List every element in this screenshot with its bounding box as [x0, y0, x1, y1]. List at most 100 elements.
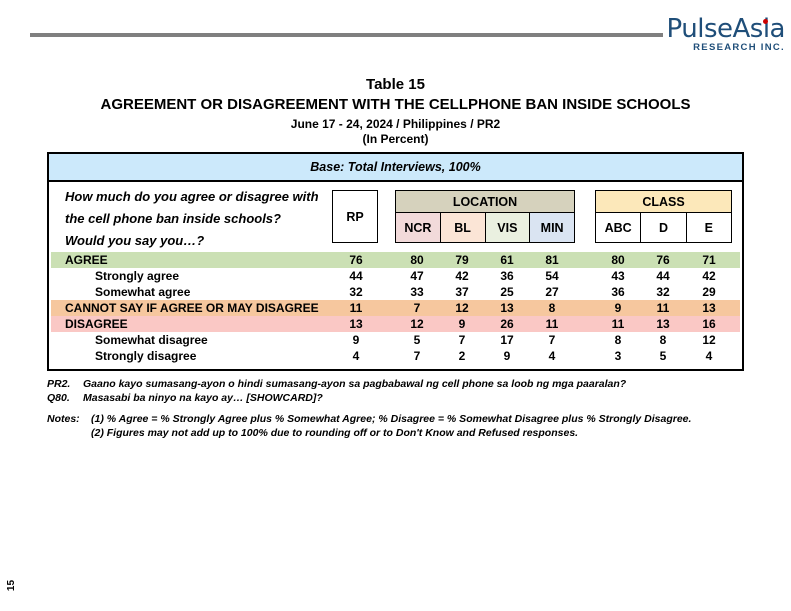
row-label: Somewhat agree: [95, 285, 191, 299]
question-line-3: Would you say you…?: [65, 233, 205, 248]
value-cell-rp: 9: [352, 333, 360, 347]
value-cell-rp: 76: [349, 253, 363, 267]
notes-label: Notes:: [47, 413, 80, 425]
value-cell-ncr: 7: [413, 349, 421, 363]
value-cell-rp: 11: [349, 301, 363, 315]
row-label: DISAGREE: [65, 317, 128, 331]
footnote-pr2-label: PR2.: [47, 378, 71, 390]
table-row-disagree: DISAGREE 13 12 9 26 11 11 13 16: [51, 316, 740, 332]
class-columns: ABC D E: [596, 213, 731, 242]
page-number: 15: [6, 579, 18, 592]
logo-wordmark: PulseAsia: [666, 14, 786, 44]
value-cell-d: 5: [659, 349, 667, 363]
location-group: LOCATION NCR BL VIS MIN: [395, 190, 575, 243]
footnote-q80-label: Q80.: [47, 391, 70, 404]
table-row-strongly-disagree: Strongly disagree 4 7 2 9 4 3 5 4: [51, 348, 740, 364]
class-group: CLASS ABC D E: [595, 190, 732, 243]
table-number: Table 15: [366, 76, 425, 93]
value-cell-vis: 17: [500, 333, 514, 347]
column-header-min: MIN: [530, 213, 574, 242]
question-line-2: the cell phone ban inside schools?: [65, 211, 281, 226]
value-cell-min: 7: [548, 333, 556, 347]
date-line: June 17 - 24, 2024 / Philippines / PR2: [290, 117, 501, 131]
value-cell-min: 11: [545, 317, 559, 331]
value-cell-min: 8: [548, 301, 556, 315]
row-label: Strongly agree: [95, 269, 180, 283]
value-cell-ncr: 47: [410, 269, 424, 283]
value-cell-abc: 8: [614, 333, 622, 347]
table-row-agree: AGREE 76 80 79 61 81 80 76 71: [51, 252, 740, 268]
value-cell-d: 11: [656, 301, 670, 315]
value-cell-ncr: 80: [410, 253, 424, 267]
value-cell-vis: 25: [500, 285, 514, 299]
base-banner: Base: Total Interviews, 100%: [49, 154, 742, 182]
value-cell-rp: 4: [352, 349, 360, 363]
row-label: AGREE: [65, 253, 108, 267]
value-cell-e: 12: [702, 333, 716, 347]
title-block: Table 15 AGREEMENT OR DISAGREEMENT WITH …: [0, 76, 791, 146]
value-cell-min: 54: [545, 269, 559, 283]
value-cell-d: 32: [656, 285, 670, 299]
value-cell-bl: 12: [455, 301, 469, 315]
value-cell-bl: 2: [458, 349, 466, 363]
note-2: (2) Figures may not add up to 100% due t…: [47, 427, 757, 441]
value-cell-bl: 7: [458, 333, 466, 347]
value-cell-bl: 9: [458, 317, 466, 331]
value-cell-ncr: 5: [413, 333, 421, 347]
page-title: AGREEMENT OR DISAGREEMENT WITH THE CELLP…: [100, 96, 691, 113]
column-header-bl: BL: [440, 213, 486, 242]
value-cell-e: 29: [702, 285, 716, 299]
unit-line: (In Percent): [362, 132, 429, 146]
table-row-somewhat-disagree: Somewhat disagree 9 5 7 17 7 8 8 12: [51, 332, 740, 348]
value-cell-d: 8: [659, 333, 667, 347]
header-divider: [30, 33, 663, 37]
logo-i-dot-icon: [763, 19, 768, 24]
column-header-ncr: NCR: [396, 213, 441, 242]
notes-label-spacer: [47, 427, 91, 441]
logo-text: PulseAsia: [666, 14, 786, 44]
note-1: Notes: (1) % Agree = % Strongly Agree pl…: [47, 413, 757, 427]
value-cell-vis: 26: [500, 317, 514, 331]
value-cell-min: 27: [545, 285, 559, 299]
value-cell-abc: 11: [611, 317, 625, 331]
value-cell-ncr: 7: [413, 301, 421, 315]
value-cell-abc: 80: [611, 253, 625, 267]
value-cell-e: 71: [702, 253, 716, 267]
value-cell-bl: 37: [455, 285, 469, 299]
value-cell-abc: 43: [611, 269, 625, 283]
value-cell-vis: 9: [503, 349, 511, 363]
question-text: How much do you agree or disagree with t…: [65, 186, 319, 252]
value-cell-min: 81: [545, 253, 559, 267]
footnote-q80-text: Masasabi ba ninyo na kayo ay… [SHOWCARD]…: [83, 391, 323, 404]
row-label: Somewhat disagree: [95, 333, 208, 347]
table-row-somewhat-agree: Somewhat agree 32 33 37 25 27 36 32 29: [51, 284, 740, 300]
value-cell-e: 42: [702, 269, 716, 283]
logo-subtitle: RESEARCH INC.: [693, 42, 785, 53]
value-cell-d: 44: [656, 269, 670, 283]
column-header-rp: RP: [332, 190, 378, 243]
table-body: AGREE 76 80 79 61 81 80 76 71 Strongly a…: [51, 252, 740, 364]
value-cell-d: 76: [656, 253, 670, 267]
column-header-e: E: [704, 220, 713, 235]
value-cell-ncr: 12: [410, 317, 424, 331]
footnote-q80: Q80. Masasabi ba ninyo na kayo ay… [SHOW…: [47, 392, 757, 406]
location-group-header: LOCATION: [396, 191, 574, 213]
value-cell-d: 13: [656, 317, 670, 331]
row-label: Strongly disagree: [95, 349, 197, 363]
footnote-pr2-text: Gaano kayo sumasang-ayon o hindi sumasan…: [83, 378, 627, 390]
column-header-d: D: [641, 213, 687, 242]
results-table: Base: Total Interviews, 100% How much do…: [47, 152, 744, 371]
value-cell-bl: 42: [455, 269, 469, 283]
value-cell-vis: 13: [500, 301, 514, 315]
column-header-vis: VIS: [485, 213, 531, 242]
value-cell-abc: 3: [614, 349, 622, 363]
table-row-cannot-say: CANNOT SAY IF AGREE OR MAY DISAGREE 11 7…: [51, 300, 740, 316]
value-cell-e: 13: [702, 301, 716, 315]
value-cell-abc: 9: [614, 301, 622, 315]
note-1-text: (1) % Agree = % Strongly Agree plus % So…: [91, 413, 692, 425]
value-cell-rp: 44: [349, 269, 363, 283]
footnote-pr2: PR2. Gaano kayo sumasang-ayon o hindi su…: [47, 378, 757, 392]
table-row-strongly-agree: Strongly agree 44 47 42 36 54 43 44 42: [51, 268, 740, 284]
value-cell-rp: 13: [349, 317, 363, 331]
